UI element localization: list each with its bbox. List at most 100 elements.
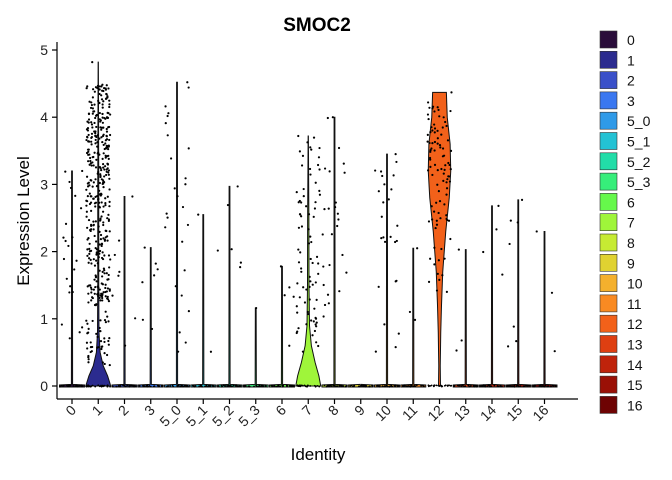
data-point [310,319,313,322]
data-point [78,331,81,334]
legend-swatch-5_1 [599,132,618,150]
data-point [431,218,434,221]
data-point [445,124,448,128]
y-tick-label: 1 [40,311,48,327]
legend-swatch-5_2 [599,152,618,171]
data-point [395,239,398,243]
data-point [94,274,97,277]
data-point [429,150,432,153]
data-point [300,270,303,273]
data-point [377,285,380,288]
data-point [336,224,339,228]
data-point [312,320,315,323]
data-point [101,270,104,274]
data-point [98,269,101,272]
data-point [309,235,312,238]
data-point [79,207,83,210]
data-point [519,385,522,388]
points-5_3 [255,306,258,310]
legend-label-6: 6 [627,194,635,210]
data-point [92,110,95,113]
data-point [343,171,346,174]
data-point [119,385,122,388]
data-point [98,181,101,185]
data-point [97,294,100,298]
data-point [187,86,190,89]
data-point [316,163,320,167]
data-point [90,291,93,294]
data-point [131,195,134,198]
data-point [349,385,352,387]
data-point [383,240,387,243]
data-point [103,168,106,171]
data-point [104,139,107,142]
data-point [426,133,429,136]
data-point [371,384,373,387]
legend-label-13: 13 [627,337,643,353]
data-point [100,98,104,101]
data-point [102,163,105,166]
data-point [338,384,341,387]
data-point [85,128,89,131]
data-point [85,87,88,90]
data-point [447,161,450,165]
data-point [546,385,549,388]
data-point [103,254,106,257]
data-point [438,278,441,281]
data-point [436,272,439,275]
data-point [100,201,103,204]
data-point [439,146,442,149]
data-point [433,263,436,266]
data-point [109,113,112,116]
data-point [186,223,190,227]
legend-swatch-6 [599,193,618,211]
data-point [95,135,98,139]
data-point [552,385,555,387]
data-point [86,322,89,325]
data-point [88,385,91,388]
data-point [282,384,285,387]
violin-shape-13 [452,249,479,388]
legend-swatch-9 [599,254,618,272]
data-point [94,385,97,388]
data-point [90,228,93,231]
data-point [381,385,384,388]
data-point [107,273,110,277]
data-point [328,263,331,267]
x-axis: 0 1 2 35_05_15_25_3 6 7 8 9 10 11 12 13 14 15 16 [57,398,578,430]
data-point [315,325,318,328]
data-point [311,334,314,337]
legend-swatch-14 [599,355,618,374]
data-point [164,122,167,125]
data-point [98,111,101,115]
data-point [107,171,110,174]
data-point [497,204,500,207]
violin-1 [85,61,112,388]
data-point [297,248,300,251]
data-point [187,385,189,388]
data-point [87,292,90,295]
data-point [317,262,320,265]
data-point [156,268,159,271]
data-point [433,123,436,126]
data-point [103,337,106,340]
data-point [90,143,93,146]
data-point [101,299,104,302]
violin-shape-12 [427,91,452,387]
data-point [89,159,92,163]
data-point [90,288,93,291]
data-point [94,247,97,250]
data-point [388,385,391,388]
data-point [415,384,418,387]
data-point [85,319,88,322]
data-point [101,361,104,364]
legend-swatch-2 [599,71,618,89]
data-point [92,220,95,223]
data-point [440,167,443,171]
data-point [298,384,301,387]
legend-label-5_3: 5_3 [627,174,651,190]
x-tick-label: 7 [299,402,316,419]
data-point [427,220,431,223]
zero-points-14 [479,384,503,388]
data-point [261,385,264,388]
